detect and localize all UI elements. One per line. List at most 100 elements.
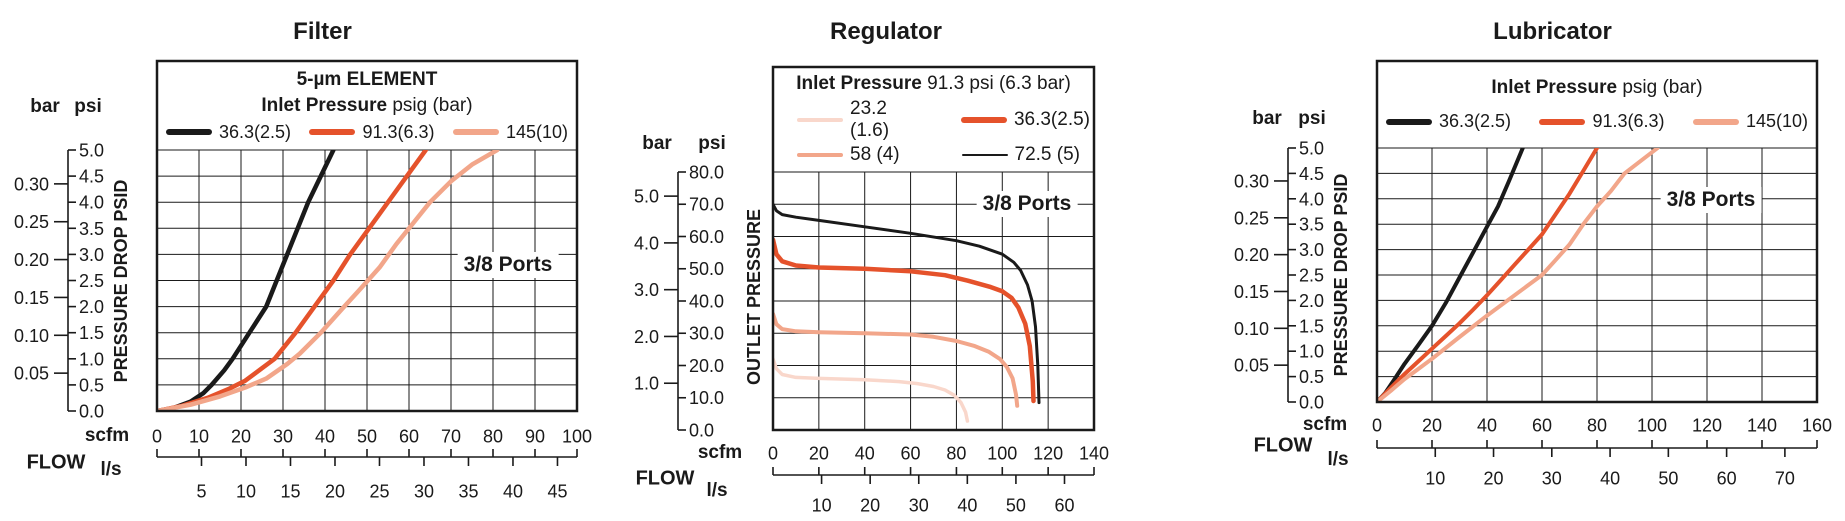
svg-text:40: 40 <box>315 426 335 446</box>
curve-145(10) <box>1377 148 1660 402</box>
svg-text:1.0: 1.0 <box>634 374 659 394</box>
svg-text:0.10: 0.10 <box>1234 319 1269 339</box>
ls-unit-label: l/s <box>706 480 728 501</box>
y-scale <box>1274 147 1296 403</box>
svg-text:0.30: 0.30 <box>1234 171 1269 191</box>
regulator-ports-annotation: 3/8 Ports <box>976 191 1078 217</box>
filter-legend: 5-µm ELEMENT Inlet Pressure psig (bar) 3… <box>161 64 573 147</box>
svg-text:70: 70 <box>1775 468 1795 488</box>
curve-36.3(2.5) <box>773 237 1036 404</box>
svg-text:1.0: 1.0 <box>1299 342 1324 362</box>
flow-axis-label: FLOW <box>635 467 695 490</box>
svg-text:90: 90 <box>525 426 545 446</box>
svg-text:60: 60 <box>399 426 419 446</box>
svg-text:80.0: 80.0 <box>689 162 724 182</box>
svg-text:25: 25 <box>369 481 389 501</box>
curve-91.3(6.3) <box>1377 148 1599 402</box>
svg-text:2.0: 2.0 <box>634 327 659 347</box>
svg-text:3.5: 3.5 <box>1299 215 1324 235</box>
svg-text:0.0: 0.0 <box>1299 392 1324 412</box>
legend-item: 36.3(2.5) <box>925 109 1090 131</box>
bar-unit-header: bar <box>1252 108 1282 129</box>
svg-text:3.5: 3.5 <box>79 219 104 239</box>
legend-item: 91.3(6.3) <box>309 122 435 143</box>
svg-text:100: 100 <box>562 426 592 446</box>
svg-text:0.10: 0.10 <box>14 326 49 346</box>
series-swatch <box>961 154 1008 157</box>
regulator-legend-subheading: Inlet Pressure 91.3 psi (6.3 bar) <box>796 72 1071 94</box>
series-swatch <box>1692 118 1739 125</box>
curve-91.3(6.3) <box>157 150 429 411</box>
ls-unit-label: l/s <box>100 459 122 480</box>
lubricator-ports-annotation: 3/8 Ports <box>1660 187 1762 213</box>
svg-text:50: 50 <box>1658 468 1678 488</box>
svg-text:1.0: 1.0 <box>79 349 104 369</box>
y-scale <box>54 149 76 412</box>
svg-text:60: 60 <box>1717 468 1737 488</box>
regulator-legend: Inlet Pressure 91.3 psi (6.3 bar) 23.2 (… <box>777 70 1090 169</box>
lubricator-legend-subheading: Inlet Pressure psig (bar) <box>1491 76 1703 98</box>
curve-36.3(2.5) <box>1377 148 1525 402</box>
filter-title: Filter <box>293 18 352 45</box>
svg-text:50: 50 <box>357 426 377 446</box>
svg-text:1.5: 1.5 <box>79 323 104 343</box>
plot-frame <box>771 65 1096 432</box>
svg-text:5.0: 5.0 <box>79 140 104 160</box>
filter-legend-subheading: Inlet Pressure psig (bar) <box>261 95 473 116</box>
svg-text:5: 5 <box>196 481 206 501</box>
filter-legend-heading: 5-µm ELEMENT <box>296 68 438 90</box>
svg-text:30: 30 <box>1542 468 1562 488</box>
svg-text:2.0: 2.0 <box>1299 291 1324 311</box>
series-swatch <box>1386 118 1432 125</box>
svg-text:30: 30 <box>273 426 293 446</box>
svg-text:40: 40 <box>957 495 977 515</box>
svg-text:4.5: 4.5 <box>1299 164 1324 184</box>
svg-text:100: 100 <box>1637 415 1667 435</box>
svg-text:4.0: 4.0 <box>634 233 659 253</box>
svg-text:60: 60 <box>901 443 921 463</box>
x-axis <box>156 449 578 466</box>
svg-text:15: 15 <box>280 481 300 501</box>
svg-text:2.5: 2.5 <box>1299 265 1324 285</box>
curve-72.5 (5) <box>773 202 1041 405</box>
regulator-plot: 80.0 70.0 60.0 50.0 40.0 30.0 20.0 10.0 0.0 5.0 4.… <box>634 65 1109 515</box>
svg-text:40: 40 <box>1600 468 1620 488</box>
svg-text:40.0: 40.0 <box>689 291 724 311</box>
scfm-unit-label: scfm <box>1302 414 1348 435</box>
svg-text:140: 140 <box>1747 415 1777 435</box>
svg-text:30.0: 30.0 <box>689 324 724 344</box>
series-swatch <box>166 129 212 135</box>
legend-item: 36.3(2.5) <box>166 122 291 143</box>
ls-unit-label: l/s <box>1327 449 1349 470</box>
filter-y-axis-label: PRESSURE DROP PSID <box>111 179 131 383</box>
x-tick-labels: 0 20 40 60 80 100 120 140 10 20 30 40 50 60 <box>768 443 1109 515</box>
svg-text:40: 40 <box>503 481 523 501</box>
psi-unit-header: psi <box>74 96 102 117</box>
curve-145(10) <box>157 150 500 411</box>
x-axis <box>772 467 1095 484</box>
svg-text:20: 20 <box>325 481 345 501</box>
x-tick-labels: 0 20 40 60 80 100 120 140 160 10 20 30 40 50 60 70 <box>1372 415 1832 488</box>
legend-item: 91.3(6.3) <box>1539 111 1665 132</box>
plot-frame <box>155 59 579 413</box>
svg-text:60: 60 <box>1054 495 1074 515</box>
legend-item: 23.2 (1.6) <box>777 98 925 142</box>
svg-text:10.0: 10.0 <box>689 388 724 408</box>
svg-text:3.0: 3.0 <box>79 245 104 265</box>
svg-text:2.0: 2.0 <box>79 297 104 317</box>
bar-unit-header: bar <box>642 133 672 154</box>
svg-text:4.0: 4.0 <box>79 193 104 213</box>
svg-text:0.20: 0.20 <box>1234 245 1269 265</box>
svg-text:160: 160 <box>1802 415 1832 435</box>
series-swatch <box>452 129 499 135</box>
svg-text:0.25: 0.25 <box>14 212 49 232</box>
svg-text:100: 100 <box>987 443 1017 463</box>
svg-text:60.0: 60.0 <box>689 227 724 247</box>
scfm-unit-label: scfm <box>697 442 743 463</box>
y-tick-labels: 5.0 4.5 4.0 3.5 3.0 2.5 2.0 1.5 1.0 0.5 0.0 0.30 0.2… <box>14 140 104 421</box>
svg-text:0.15: 0.15 <box>1234 282 1269 302</box>
regulator-y-axis-label: OUTLET PRESSURE <box>744 208 764 386</box>
svg-text:3.0: 3.0 <box>634 280 659 300</box>
x-tick-labels: 0 10 20 30 40 50 60 70 80 90 100 5 10 15 20 25 30 35 40 45 <box>152 426 592 501</box>
